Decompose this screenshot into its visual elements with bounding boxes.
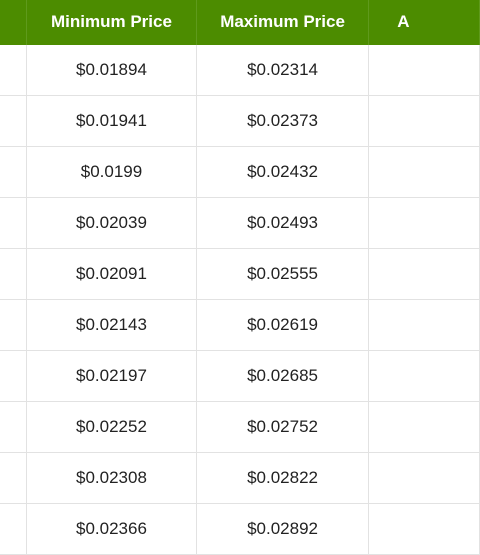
cell-month: 4	[0, 197, 28, 249]
cell-month: 024	[0, 452, 28, 504]
cell-average-price	[368, 452, 480, 504]
cell-month: 24	[0, 299, 28, 351]
cell-average-price	[368, 350, 480, 402]
header-month	[0, 0, 28, 45]
cell-month	[0, 248, 28, 300]
cell-minimum-price: $0.02143	[26, 299, 197, 351]
table-row: 24 $0.02143 $0.02619	[0, 299, 480, 351]
cell-month: 24	[0, 401, 28, 453]
cell-maximum-price: $0.02822	[196, 452, 370, 504]
cell-minimum-price: $0.02252	[26, 401, 197, 453]
cell-minimum-price: $0.01894	[26, 45, 197, 96]
cell-minimum-price: $0.02039	[26, 197, 197, 249]
cell-minimum-price: $0.0199	[26, 146, 197, 198]
cell-maximum-price: $0.02555	[196, 248, 370, 300]
header-maximum-price: Maximum Price	[196, 0, 370, 45]
cell-maximum-price: $0.02892	[196, 503, 370, 555]
table-row: - $0.0199 $0.02432	[0, 146, 480, 198]
cell-average-price	[368, 146, 480, 198]
cell-average-price	[368, 95, 480, 147]
header-average-price: A	[368, 0, 480, 45]
table-row: - $0.01941 $0.02373	[0, 95, 480, 147]
cell-month: 4	[0, 45, 28, 96]
cell-average-price	[368, 401, 480, 453]
table-header-row: Minimum Price Maximum Price A	[0, 0, 480, 45]
cell-maximum-price: $0.02685	[196, 350, 370, 402]
table-row: 024 $0.02308 $0.02822	[0, 452, 480, 504]
cell-minimum-price: $0.02308	[26, 452, 197, 504]
cell-month: -	[0, 95, 28, 147]
table-row: $0.02091 $0.02555	[0, 248, 480, 300]
table-row: 024 $0.02197 $0.02685	[0, 350, 480, 402]
cell-minimum-price: $0.02197	[26, 350, 197, 402]
cell-minimum-price: $0.02366	[26, 503, 197, 555]
cell-maximum-price: $0.02619	[196, 299, 370, 351]
cell-month: 024	[0, 350, 28, 402]
cell-maximum-price: $0.02373	[196, 95, 370, 147]
cell-minimum-price: $0.01941	[26, 95, 197, 147]
header-minimum-price: Minimum Price	[26, 0, 197, 45]
cell-minimum-price: $0.02091	[26, 248, 197, 300]
cell-average-price	[368, 248, 480, 300]
table-row: 24 $0.02252 $0.02752	[0, 401, 480, 453]
table-row: 4 $0.02039 $0.02493	[0, 197, 480, 249]
cell-month: 024	[0, 503, 28, 555]
cell-month: -	[0, 146, 28, 198]
table-row: 024 $0.02366 $0.02892	[0, 503, 480, 555]
cell-maximum-price: $0.02432	[196, 146, 370, 198]
cell-maximum-price: $0.02314	[196, 45, 370, 96]
table-row: 4 $0.01894 $0.02314	[0, 45, 480, 96]
cell-average-price	[368, 299, 480, 351]
cell-maximum-price: $0.02752	[196, 401, 370, 453]
cell-average-price	[368, 45, 480, 96]
cell-average-price	[368, 503, 480, 555]
cell-average-price	[368, 197, 480, 249]
cell-maximum-price: $0.02493	[196, 197, 370, 249]
